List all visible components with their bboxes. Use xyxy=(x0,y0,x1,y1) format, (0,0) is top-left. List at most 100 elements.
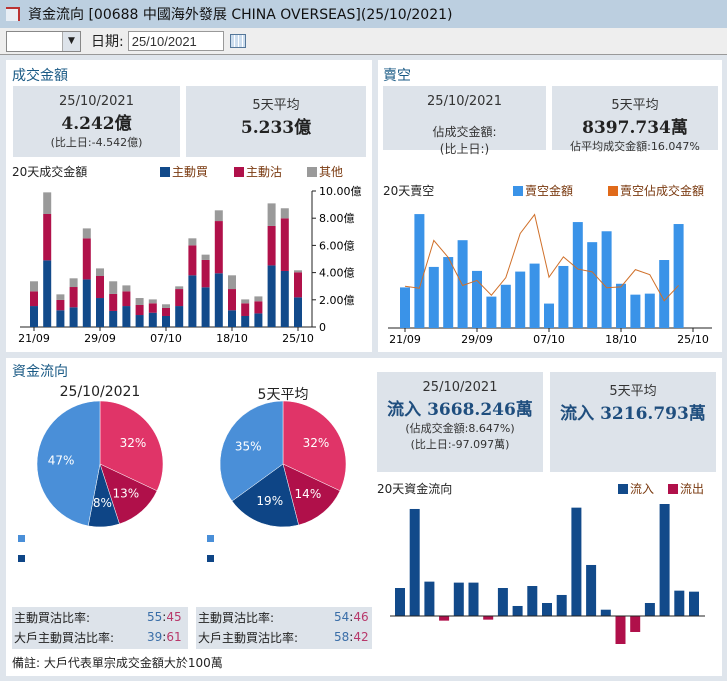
bar-outflow xyxy=(439,616,450,621)
bar-inflow xyxy=(586,564,597,616)
bar-inflow xyxy=(571,507,582,616)
bar-buy xyxy=(82,279,91,327)
date-label: 日期: xyxy=(91,34,124,50)
bar-inflow xyxy=(556,594,567,616)
bar-sell xyxy=(69,287,78,308)
bar-short-amount xyxy=(457,240,468,328)
pie-title-today: 25/10/2021 xyxy=(59,384,141,400)
bar-other xyxy=(267,203,276,226)
bar-buy xyxy=(280,270,289,327)
chart-title: 20天成交金額 xyxy=(12,165,88,179)
x-tick-label: 25/10 xyxy=(677,333,709,346)
pie-slice xyxy=(219,400,284,502)
calendar-icon[interactable] xyxy=(229,34,246,48)
pie-slice-label: 14% xyxy=(295,487,322,501)
bar-other xyxy=(56,294,65,300)
bar-sell xyxy=(109,293,118,311)
short-title: 賣空 xyxy=(383,68,411,84)
legend-buy: 主動買 xyxy=(160,163,208,180)
bar-inflow xyxy=(409,508,420,616)
bar-other xyxy=(69,278,78,288)
bar-sell xyxy=(30,291,38,307)
bar-inflow xyxy=(395,588,405,616)
bar-inflow xyxy=(453,582,464,616)
y-tick-label: 0 xyxy=(319,321,326,334)
date-input[interactable] xyxy=(127,31,224,51)
bar-outflow xyxy=(483,616,494,620)
x-tick-label: 21/09 xyxy=(18,332,50,345)
flow-avg-box: 5天平均 流入 3216.793萬 xyxy=(550,372,716,472)
bar-other xyxy=(254,296,263,302)
pie-slice-label: 19% xyxy=(256,494,283,508)
bar-buy xyxy=(188,275,197,327)
bar-buy xyxy=(254,313,263,327)
y-tick-label: 4.00億 xyxy=(319,267,355,280)
legend-label: 其他 xyxy=(319,165,344,179)
bar-buy xyxy=(56,310,65,327)
ratio-row: 主動買沽比率: 54:46 xyxy=(198,610,369,625)
bar-short-amount xyxy=(673,224,684,328)
flow-summary-panel: 25/10/2021 流入 3668.246萬 (佔成交金額:8.647%) (… xyxy=(372,358,722,676)
legend-inflow: 流入 xyxy=(618,480,654,497)
bar-sell xyxy=(162,307,170,316)
ratio-sell: 42 xyxy=(353,630,369,644)
bar-other xyxy=(148,299,157,304)
short-pct: 佔成交金額: xyxy=(432,125,497,139)
bar-buy xyxy=(43,260,52,327)
bar-inflow xyxy=(542,602,552,616)
ratio-row: 主動買沽比率: 55:45 xyxy=(14,610,182,625)
line-short-pct xyxy=(404,213,679,302)
bar-inflow xyxy=(512,605,523,616)
bar-sell xyxy=(267,225,276,266)
legend-marker xyxy=(207,534,214,542)
legend-marker xyxy=(18,554,25,562)
turnover-avg-box: 5天平均 5.233億 xyxy=(186,86,366,157)
x-tick-label: 18/10 xyxy=(605,333,637,346)
turnover-value: 4.242億 xyxy=(61,114,132,134)
bar-inflow xyxy=(497,588,508,616)
bar-other xyxy=(82,228,91,239)
avg-value: 5.233億 xyxy=(240,118,312,138)
legend-swatch xyxy=(668,483,678,494)
legend-label: 流入 xyxy=(630,482,655,496)
pie-slice-label: 35% xyxy=(235,439,262,453)
bar-short-amount xyxy=(414,214,425,328)
x-tick-label: 21/09 xyxy=(389,333,421,346)
flow-panel: 資金流向 25/10/2021 5天平均 32% 13% 8% 47% 32% 14% 1… xyxy=(6,358,372,676)
bar-other xyxy=(214,210,223,222)
bar-other xyxy=(135,298,144,305)
bar-short-amount xyxy=(443,257,454,328)
pie-slice-label: 13% xyxy=(112,486,139,500)
ratio-label: 大戶主動買沽比率: xyxy=(198,630,299,645)
note: 備註: 大戶代表單宗成交金額大於100萬 xyxy=(12,656,223,670)
avg-value: 8397.734萬 xyxy=(582,118,688,138)
avg-value: 流入 3216.793萬 xyxy=(560,404,706,424)
bar-other xyxy=(162,304,170,308)
bar-sell xyxy=(122,291,131,307)
legend-short-amount: 賣空金額 xyxy=(513,182,573,199)
bar-other xyxy=(109,281,118,294)
legend-marker xyxy=(207,554,214,562)
bar-buy xyxy=(69,307,78,327)
stock-combo[interactable]: ▼ xyxy=(6,30,81,52)
flow-change: (比上日:-97.097萬) xyxy=(410,438,510,451)
chevron-down-icon[interactable]: ▼ xyxy=(62,31,80,51)
bar-short-amount xyxy=(572,222,583,328)
turnover-title: 成交金額 xyxy=(12,68,68,84)
bar-buy xyxy=(214,273,223,327)
bar-buy xyxy=(162,315,170,327)
avg-pct: 佔平均成交金額:16.047% xyxy=(570,140,700,153)
x-tick-label: 07/10 xyxy=(150,332,182,345)
bar-other xyxy=(294,270,302,273)
bar-buy xyxy=(228,310,236,327)
title-bar: 資金流向 [00688 中國海外發展 CHINA OVERSEAS](25/10… xyxy=(0,0,727,28)
pie-slice-label: 32% xyxy=(303,436,330,450)
ratio-label: 主動買沽比率: xyxy=(14,610,91,625)
ratio-row: 大戶主動買沽比率: 39:61 xyxy=(14,630,182,645)
bar-sell xyxy=(96,276,104,299)
legend-label: 賣空金額 xyxy=(525,184,574,198)
bar-short-amount xyxy=(659,260,670,328)
bar-other xyxy=(228,275,236,290)
legend-swatch xyxy=(234,166,244,177)
pie-slice xyxy=(231,463,299,528)
